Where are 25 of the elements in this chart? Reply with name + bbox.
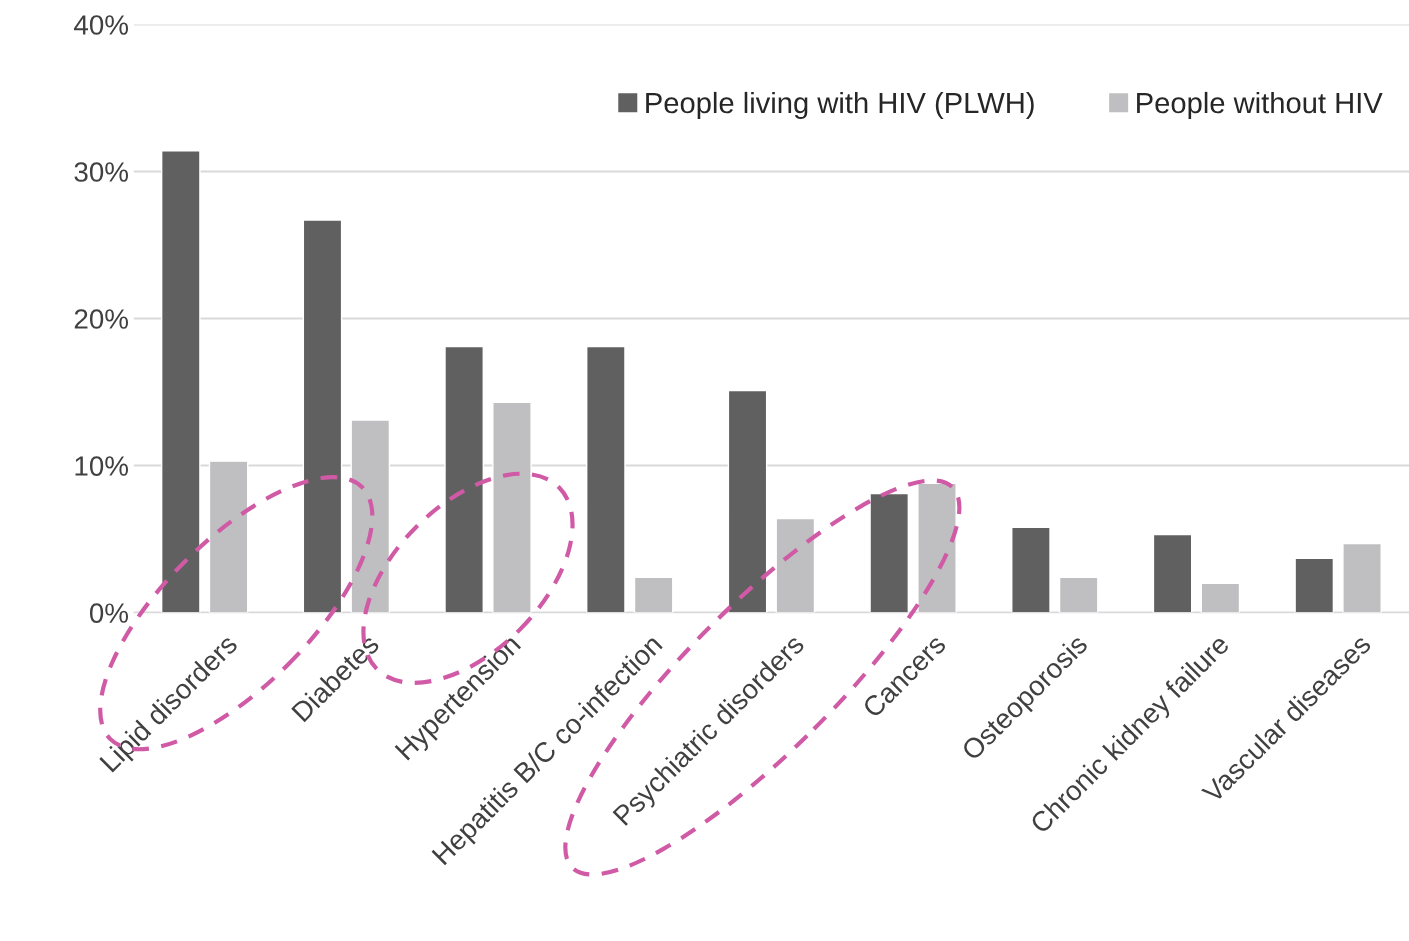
bar bbox=[1200, 582, 1241, 613]
bar bbox=[727, 389, 768, 613]
y-tick-label: 30% bbox=[74, 162, 129, 182]
bar bbox=[1294, 557, 1335, 613]
y-tick-label: 10% bbox=[75, 456, 129, 476]
bar bbox=[869, 492, 910, 613]
bar bbox=[302, 219, 343, 613]
legend-label: People living with HIV (PLWH) bbox=[646, 91, 1034, 120]
bar bbox=[350, 419, 391, 613]
bar bbox=[1342, 542, 1382, 613]
bar bbox=[492, 401, 532, 613]
y-tick-label: 40% bbox=[74, 15, 129, 35]
bar bbox=[917, 482, 957, 613]
bar bbox=[1011, 526, 1051, 613]
bar bbox=[633, 576, 674, 613]
y-tick-label: 20% bbox=[74, 309, 129, 329]
bar bbox=[444, 345, 484, 613]
bar bbox=[160, 150, 201, 613]
bar bbox=[1152, 533, 1193, 613]
bar bbox=[208, 460, 249, 613]
y-tick-label: 0% bbox=[89, 603, 129, 623]
bar bbox=[586, 345, 626, 613]
legend-label: People without HIV bbox=[1137, 91, 1383, 120]
bar bbox=[775, 517, 816, 613]
bar bbox=[1058, 576, 1099, 613]
